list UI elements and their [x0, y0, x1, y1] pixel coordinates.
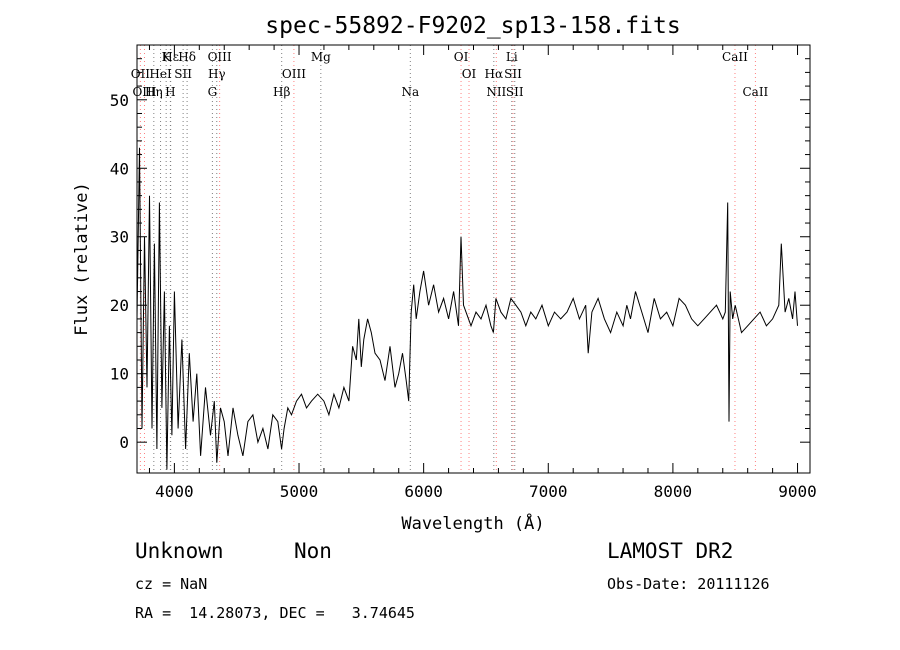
y-tick-label: 40 [110, 159, 129, 178]
line-marker-label: Na [401, 85, 419, 99]
spectral-subclass: Non [294, 539, 332, 563]
y-tick-label: 10 [110, 365, 129, 384]
line-marker-label: Li [506, 50, 518, 64]
line-marker-label: OIII [282, 67, 306, 81]
line-marker-label: OI [462, 67, 477, 81]
line-marker-label: OIII [132, 85, 156, 99]
line-marker-label: OIII [208, 50, 232, 64]
line-marker-label: Hδ [178, 50, 196, 64]
line-marker-label: K [162, 50, 172, 64]
line-marker-label: SII [504, 67, 522, 81]
spectrum-line-0 [136, 147, 798, 470]
x-axis-label: Wavelength (Å) [401, 512, 544, 534]
line-marker-label: NII [486, 85, 506, 99]
line-marker-label: Hβ [273, 85, 290, 99]
line-marker-label: HeI [149, 67, 172, 81]
y-tick-label: 0 [119, 433, 129, 452]
spectral-class: Unknown [135, 539, 224, 563]
y-tick-label: 50 [110, 91, 129, 110]
x-tick-label: 4000 [155, 482, 194, 501]
line-marker-label: CaII [722, 50, 748, 64]
x-tick-label: 9000 [778, 482, 817, 501]
line-marker-label: H [165, 85, 175, 99]
line-marker-label: Hγ [208, 67, 226, 81]
line-marker-label: SII [174, 67, 192, 81]
y-tick-label: 30 [110, 228, 129, 247]
series-layer [136, 147, 798, 470]
spectral-line-markers [139, 45, 756, 473]
observation-date: Obs-Date: 20111126 [607, 575, 770, 593]
y-tick-label: 20 [110, 296, 129, 315]
axis-ticks: 4000 5000 6000 7000 8000 9000 0 10 20 30 40 50 [110, 45, 817, 501]
line-marker-label: CaII [742, 85, 768, 99]
redshift-cz: cz = NaN [135, 575, 208, 593]
line-marker-label: G [208, 85, 218, 99]
line-marker-label: Hα [485, 67, 504, 81]
line-marker-label: OI [454, 50, 469, 64]
x-tick-label: 7000 [529, 482, 568, 501]
chart-title: spec-55892-F9202_sp13-158.fits [265, 13, 680, 39]
x-tick-label: 8000 [654, 482, 693, 501]
line-marker-label: Hη [145, 85, 163, 99]
survey-name: LAMOST DR2 [607, 539, 734, 563]
line-marker-label: Mg [311, 50, 331, 64]
x-tick-label: 6000 [404, 482, 443, 501]
y-axis-label: Flux (relative) [72, 182, 92, 336]
coordinates: RA = 14.28073, DEC = 3.74645 [135, 604, 415, 622]
line-marker-label: SII [506, 85, 524, 99]
x-tick-label: 5000 [280, 482, 319, 501]
line-marker-label: OII [131, 67, 151, 81]
plot-frame [136, 44, 811, 474]
line-marker-label: Hε [162, 50, 179, 64]
